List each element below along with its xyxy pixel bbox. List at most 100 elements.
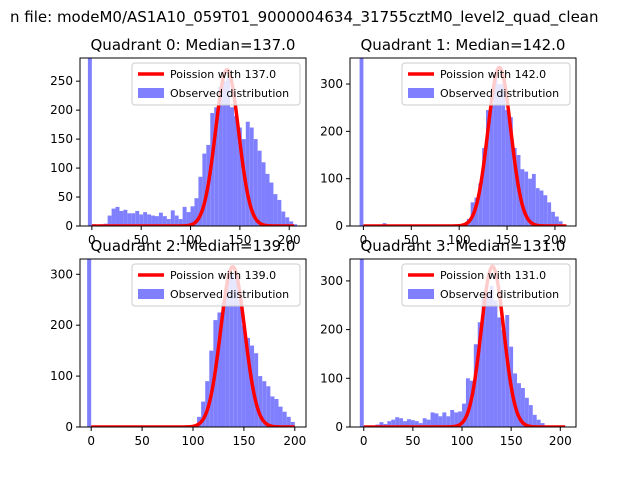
histogram-bar — [520, 169, 525, 226]
histogram-bar — [111, 208, 116, 226]
histogram-bar — [539, 190, 544, 226]
histogram-bar — [442, 412, 447, 427]
x-tick-label: 50 — [404, 233, 419, 247]
y-tick-label: 100 — [320, 172, 343, 186]
histogram-bar — [198, 176, 203, 226]
histogram-bar — [217, 312, 222, 427]
histogram-bar — [253, 139, 258, 226]
x-tick-label: 0 — [87, 434, 95, 448]
histogram-bar — [285, 217, 290, 226]
histogram-bar — [403, 421, 407, 427]
figure-suptitle: n file: modeM0/AS1A10_059T01_9000004634_… — [10, 8, 599, 27]
y-tick-label: 250 — [50, 74, 73, 88]
histogram-bar — [551, 211, 555, 226]
subplot-title: Quadrant 0: Median=137.0 — [91, 36, 296, 54]
histogram-bar — [162, 216, 167, 226]
histogram-bar — [127, 213, 132, 226]
y-tick-label: 200 — [320, 124, 343, 138]
histogram-bar — [123, 209, 128, 226]
x-tick-label: 0 — [360, 434, 368, 448]
histogram-bar — [528, 178, 532, 226]
x-tick-label: 150 — [232, 434, 255, 448]
histogram-bar — [399, 418, 404, 427]
subplot-quadrant-2: 0 50 100 150 200 0 100 200 300 Poission with 139.… — [50, 237, 307, 448]
x-tick-label: 200 — [278, 233, 301, 247]
histogram-bar — [462, 403, 466, 427]
histogram-bar — [395, 417, 400, 427]
histogram-bar — [261, 162, 266, 226]
histogram-bar — [482, 147, 486, 226]
histogram-bar — [430, 412, 435, 427]
x-tick-label: 200 — [283, 434, 306, 448]
histogram-bar — [107, 215, 112, 226]
histogram-bar — [254, 353, 259, 427]
histogram-bar — [245, 121, 250, 226]
histogram-bar — [418, 423, 423, 427]
histogram-bar — [454, 412, 459, 427]
legend-box — [131, 62, 301, 106]
poisson-curve — [90, 264, 296, 427]
histogram-bar — [410, 420, 415, 427]
y-tick-label: 0 — [335, 219, 343, 233]
histogram-bar — [554, 216, 559, 226]
subplot-title: Quadrant 2: Median=139.0 — [91, 237, 296, 255]
histogram-bar — [135, 210, 140, 226]
histogram-bar — [422, 418, 427, 427]
x-tick-label: 0 — [360, 233, 368, 247]
histogram-bar — [119, 210, 124, 226]
histogram-bar — [497, 317, 502, 427]
histogram-bar — [241, 325, 246, 427]
histogram-bar — [270, 396, 275, 427]
y-tick-label: 0 — [65, 420, 73, 434]
x-tick-label: 0 — [88, 233, 96, 247]
legend-bars-label: Observed distribution — [440, 288, 559, 301]
histogram-bar — [497, 84, 502, 226]
histogram-bar — [237, 127, 242, 226]
histogram-bar — [282, 411, 287, 427]
y-tick-label: 50 — [58, 190, 73, 204]
histogram-bar — [473, 344, 478, 427]
x-tick-label: 50 — [134, 434, 149, 448]
histogram-bar — [214, 107, 219, 226]
histogram-bar — [87, 58, 92, 226]
histogram-bar — [501, 329, 506, 427]
histogram-bar — [536, 419, 541, 427]
legend-bars-label: Observed distribution — [440, 87, 559, 100]
histogram-bar — [535, 188, 540, 226]
legend-bars-swatch — [138, 88, 164, 98]
histogram-bar — [131, 213, 136, 226]
histogram-bar — [391, 419, 396, 427]
legend-curve-label: Poission with 137.0 — [170, 68, 276, 81]
histogram-bar — [202, 153, 207, 226]
histogram-bar — [289, 221, 294, 226]
histogram-bar — [438, 416, 443, 427]
histogram-bar — [170, 210, 175, 226]
legend-curve-label: Poission with 131.0 — [440, 269, 546, 282]
axes-frame — [79, 57, 307, 227]
histogram-bar — [379, 422, 384, 427]
histogram-bar — [481, 297, 486, 427]
histogram-bar — [229, 274, 234, 427]
histogram-bar — [266, 386, 271, 427]
x-tick-label: 50 — [134, 233, 149, 247]
histogram-bar — [547, 202, 552, 226]
x-tick-label: 100 — [451, 434, 474, 448]
legend-curve-label: Poission with 142.0 — [440, 68, 546, 81]
y-tick-label: 300 — [50, 267, 73, 281]
histogram-bar — [151, 215, 156, 226]
histogram-bar — [87, 259, 92, 427]
histogram-bar — [493, 300, 498, 427]
histogram-bar — [147, 214, 152, 226]
histogram-bar — [186, 212, 191, 226]
subplot-title: Quadrant 3: Median=131.0 — [361, 237, 566, 255]
histogram-bar — [237, 299, 242, 427]
histogram-bar — [489, 105, 494, 226]
histogram-bar — [474, 197, 479, 226]
histogram-bar — [406, 419, 411, 427]
histogram-bar — [528, 405, 533, 427]
histogram-bar — [465, 378, 470, 427]
axes-frame — [349, 258, 577, 428]
legend-box — [131, 263, 301, 307]
histogram-bar — [155, 216, 159, 226]
histogram-bar — [434, 413, 439, 427]
